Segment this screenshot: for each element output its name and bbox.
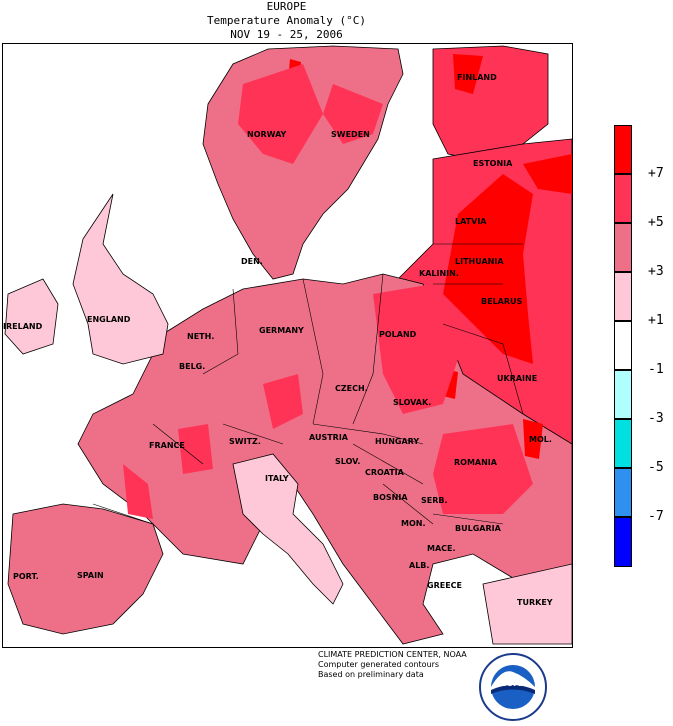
legend-tick-minus5: -5 (648, 460, 664, 475)
label-hungary: HUNGARY (375, 437, 420, 446)
land-finland (432, 45, 549, 160)
legend-tick-plus7: +7 (648, 166, 664, 181)
label-sloven: SLOV. (335, 457, 361, 466)
legend-swatch-neg1-neg3 (614, 370, 632, 419)
anomaly-zone-poland-red (373, 284, 463, 414)
label-kaliningrad: KALININ. (419, 269, 459, 278)
label-germany: GERMANY (259, 326, 304, 335)
anomaly-zone-sweden-red (323, 84, 383, 144)
anomaly-zone-france-west (123, 464, 153, 519)
country-borders (92, 243, 524, 525)
anomaly-zone-moldova (523, 419, 543, 459)
anomaly-map: FINLAND NORWAY SWEDEN ESTONIA LATVIA LIT… (2, 43, 573, 648)
legend-tick-plus1: +1 (648, 313, 664, 328)
anomaly-zone-romania-red (433, 424, 533, 514)
label-czech: CZECH. (335, 384, 368, 393)
label-slovak: SLOVAK. (393, 398, 432, 407)
label-belarus: BELARUS (481, 297, 523, 306)
label-england: ENGLAND (87, 315, 131, 324)
footer-line-2: Computer generated contours (318, 660, 440, 669)
label-austria: AUSTRIA (309, 433, 348, 442)
label-latvia: LATVIA (455, 217, 487, 226)
label-poland: POLAND (379, 330, 417, 339)
label-mace: MACE. (427, 544, 456, 553)
legend-swatch-lt-neg7 (614, 517, 632, 567)
anomaly-zone-norway-red (238, 64, 323, 164)
noaa-logo-text: NOAA (498, 679, 528, 689)
label-france: FRANCE (149, 441, 185, 450)
label-belg: BELG. (179, 362, 206, 371)
label-mol: MOL. (529, 435, 552, 444)
land-turkey (482, 563, 572, 645)
label-turkey: TURKEY (517, 598, 553, 607)
map-title-block: EUROPE Temperature Anomaly (°C) NOV 19 -… (0, 0, 573, 42)
legend-tick-minus1: -1 (648, 362, 664, 377)
label-romania: ROMANIA (454, 458, 497, 467)
footer-line-1: CLIMATE PREDICTION CENTER, NOAA (318, 650, 467, 659)
label-sweden: SWEDEN (331, 130, 370, 139)
label-estonia: ESTONIA (473, 159, 513, 168)
land-britain (72, 193, 169, 365)
map-title-quantity: Temperature Anomaly (°C) (207, 14, 366, 27)
label-neth: NETH. (187, 332, 215, 341)
anomaly-zone-germany-red (263, 374, 303, 429)
legend-swatch-1-3 (614, 272, 632, 321)
legend-swatch-neutral (614, 321, 632, 370)
label-norway: NORWAY (247, 130, 287, 139)
anomaly-zone-finland (453, 54, 483, 94)
land-ireland (4, 278, 59, 355)
anomaly-zone-east (443, 174, 533, 364)
label-finland: FINLAND (457, 73, 497, 82)
label-serb: SERB. (421, 496, 448, 505)
label-alb: ALB. (409, 561, 430, 570)
legend-swatch-gt7 (614, 125, 632, 174)
label-bosnia: BOSNIA (373, 493, 408, 502)
legend-tick-minus7: -7 (648, 509, 664, 524)
anomaly-zone-estonia (523, 154, 572, 194)
anomaly-zone-france-red (178, 424, 213, 474)
noaa-logo-icon (479, 653, 547, 721)
legend-tick-minus3: -3 (648, 411, 664, 426)
label-greece: GREECE (427, 581, 462, 590)
legend-swatch-5-7 (614, 174, 632, 223)
label-croatia: CROATIA (365, 468, 404, 477)
label-mon: MON. (401, 519, 426, 528)
land-iberia (7, 503, 164, 635)
map-title-region: EUROPE (266, 0, 307, 13)
legend-swatch-neg5-neg7 (614, 468, 632, 517)
label-lithuania: LITHUANIA (455, 257, 504, 266)
footer-credits: CLIMATE PREDICTION CENTER, NOAA Computer… (318, 650, 467, 680)
label-italy: ITALY (265, 474, 289, 483)
label-spain: SPAIN (77, 571, 104, 580)
label-ireland: IRELAND (3, 322, 43, 331)
footer-line-3: Based on preliminary data (318, 670, 424, 679)
label-switz: SWITZ. (229, 437, 261, 446)
label-port: PORT. (13, 572, 39, 581)
legend-tick-plus5: +5 (648, 215, 664, 230)
color-legend: +7 +5 +3 +1 -1 -3 -5 -7 (614, 125, 673, 567)
label-den: DEN. (241, 257, 263, 266)
label-ukraine: UKRAINE (497, 374, 538, 383)
label-bulgaria: BULGARIA (455, 524, 501, 533)
legend-swatch-neg3-neg5 (614, 419, 632, 468)
anomaly-map-svg (4, 45, 572, 645)
land-italy (232, 453, 344, 605)
legend-swatch-3-5 (614, 223, 632, 272)
legend-tick-plus3: +3 (648, 264, 664, 279)
map-title-period: NOV 19 - 25, 2006 (230, 28, 343, 41)
noaa-logo: NOAA (478, 652, 548, 722)
